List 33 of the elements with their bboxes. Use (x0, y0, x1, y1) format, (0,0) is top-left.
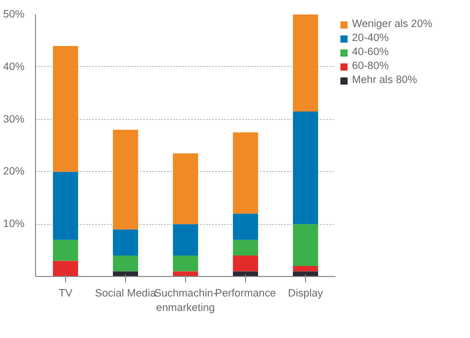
bar (52, 260, 78, 276)
bar (112, 256, 138, 272)
x-tick-label: Performance (215, 288, 276, 300)
bar (292, 14, 318, 112)
bar (52, 46, 78, 172)
bar (112, 130, 138, 230)
bar (112, 229, 138, 256)
y-tick-label: 40% (3, 60, 26, 73)
legend-label: Mehr als 80% (352, 74, 418, 86)
bar (172, 224, 198, 256)
bar (232, 132, 258, 214)
x-tick-label: Display (288, 288, 324, 300)
bar (172, 153, 198, 224)
bar (52, 240, 78, 261)
legend-label: 60-80% (352, 60, 389, 72)
y-tick-label: 10% (3, 218, 26, 230)
x-tick-label: TV (58, 288, 74, 300)
y-tick-label: 20% (3, 166, 26, 178)
bar (232, 240, 258, 256)
bar (232, 214, 258, 240)
x-tick-label: Social Media (94, 288, 156, 300)
y-tick-label: 50% (3, 8, 26, 20)
legend-label: 40-60% (352, 46, 389, 58)
x-tick-label: Suchmachin- enmarketing (154, 288, 218, 314)
bar (52, 172, 78, 240)
y-tick-label: 30% (3, 113, 26, 126)
bar (292, 224, 318, 266)
bar (292, 266, 318, 272)
legend-label: 20-40% (352, 32, 389, 44)
bar (232, 256, 258, 272)
legend-label: Weniger als 20% (352, 18, 432, 30)
bar (292, 111, 318, 224)
bar (172, 256, 198, 272)
